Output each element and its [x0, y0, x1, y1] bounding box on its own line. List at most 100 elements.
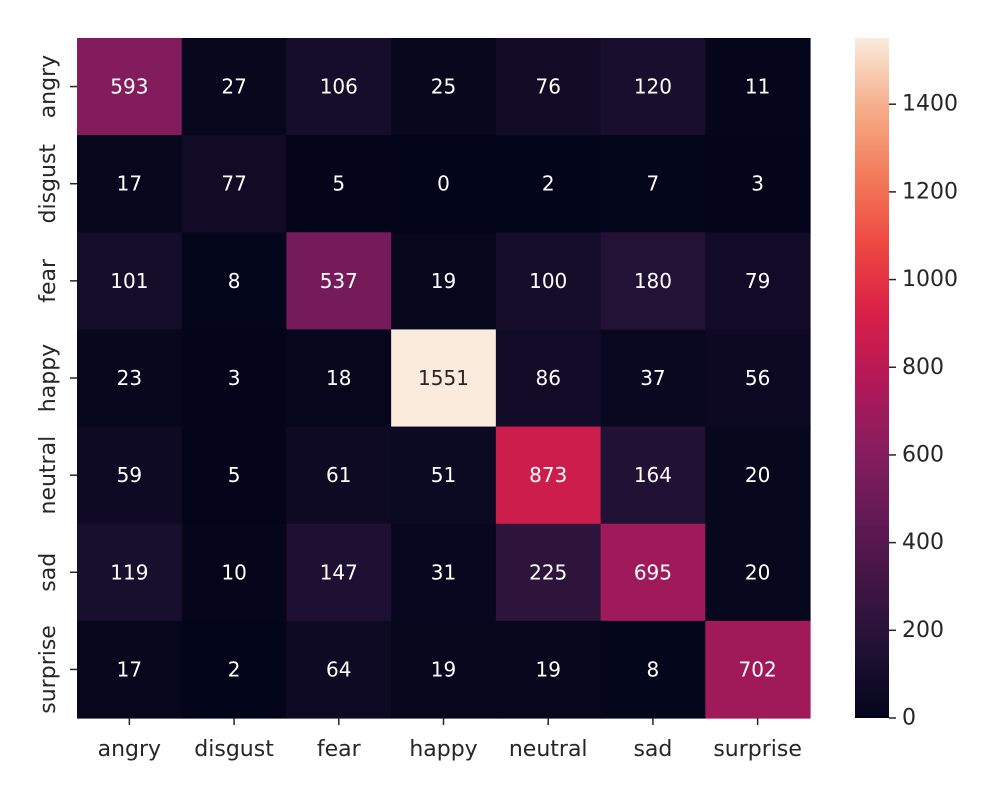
cell-value-fear-disgust: 8 [228, 269, 241, 293]
cell-value-neutral-disgust: 5 [228, 463, 241, 487]
heatmap-cell-disgust-angry [77, 135, 183, 233]
colorbar-tick-label-1200: 1200 [902, 179, 958, 204]
heatmap-cell-angry-sad [600, 38, 706, 136]
x-tick-label-sad: sad [633, 737, 672, 762]
cell-value-happy-surprise: 56 [745, 366, 770, 390]
heatmap-cell-disgust-neutral [495, 135, 602, 233]
heatmap-cell-happy-happy [391, 329, 497, 428]
cell-value-surprise-happy: 19 [431, 657, 456, 681]
cell-value-angry-disgust: 27 [221, 75, 246, 99]
cell-value-happy-neutral: 86 [535, 366, 560, 390]
y-tick-label-surprise: surprise [36, 625, 61, 714]
y-tick-label-fear: fear [36, 258, 61, 303]
cell-value-sad-happy: 31 [431, 560, 456, 584]
x-tick-label-disgust: disgust [194, 737, 274, 762]
heatmap-cell-surprise-happy [391, 620, 497, 719]
cell-value-happy-sad: 37 [640, 366, 665, 390]
heatmap-cell-disgust-surprise [705, 135, 811, 233]
heatmap-cell-happy-sad [600, 329, 706, 428]
cell-value-angry-sad: 120 [634, 75, 672, 99]
cell-value-angry-angry: 593 [110, 75, 148, 99]
cell-value-sad-disgust: 10 [221, 560, 246, 584]
heatmap-cell-fear-sad [600, 232, 706, 331]
heatmap-cell-angry-disgust [181, 38, 288, 136]
cell-value-neutral-neutral: 873 [529, 463, 567, 487]
heatmap-cell-sad-fear [286, 523, 392, 622]
heatmap-cell-angry-surprise [705, 38, 811, 136]
cell-value-disgust-sad: 7 [647, 172, 660, 196]
heatmap-cell-disgust-happy [391, 135, 497, 233]
heatmap-cell-neutral-surprise [705, 426, 811, 525]
y-tick-label-angry: angry [36, 55, 61, 118]
heatmap-cell-sad-neutral [495, 523, 602, 622]
heatmap-cell-surprise-neutral [495, 620, 602, 719]
heatmap-cell-sad-happy [391, 523, 497, 622]
cell-value-happy-disgust: 3 [228, 366, 241, 390]
cell-value-fear-sad: 180 [634, 269, 672, 293]
heatmap-cell-happy-neutral [495, 329, 602, 428]
cell-value-sad-neutral: 225 [529, 560, 567, 584]
heatmap-cell-neutral-neutral [495, 426, 602, 525]
cell-value-sad-sad: 695 [634, 560, 672, 584]
heatmap-cell-neutral-angry [77, 426, 183, 525]
heatmap-cell-disgust-fear [286, 135, 392, 233]
cell-value-angry-happy: 25 [431, 75, 456, 99]
heatmap-cell-sad-surprise [705, 523, 811, 622]
heatmap-cell-angry-fear [286, 38, 392, 136]
y-axis: angry disgust fear happy neutral sad surprise [36, 55, 77, 714]
colorbar-tick-label-800: 800 [902, 355, 944, 380]
x-tick-label-neutral: neutral [509, 737, 588, 762]
heatmap-cell-angry-happy [391, 38, 497, 136]
cell-value-sad-angry: 119 [110, 560, 148, 584]
cell-value-disgust-neutral: 2 [542, 172, 555, 196]
heatmap-cell-disgust-disgust [181, 135, 288, 233]
heatmap-cells [77, 38, 811, 719]
heatmap-cell-happy-angry [77, 329, 183, 428]
cell-value-surprise-neutral: 19 [535, 657, 560, 681]
heatmap-cell-neutral-sad [600, 426, 706, 525]
cell-value-sad-fear: 147 [320, 560, 358, 584]
heatmap-cell-angry-neutral [495, 38, 602, 136]
heatmap-cell-fear-surprise [705, 232, 811, 331]
cell-value-happy-angry: 23 [117, 366, 142, 390]
colorbar-tick-label-400: 400 [902, 530, 944, 555]
heatmap-cell-sad-sad [600, 523, 706, 622]
cell-value-disgust-happy: 0 [437, 172, 450, 196]
y-tick-label-neutral: neutral [36, 436, 61, 515]
x-tick-label-angry: angry [98, 737, 161, 762]
heatmap-cell-neutral-fear [286, 426, 392, 525]
colorbar-gradient [855, 38, 889, 718]
x-tick-label-happy: happy [409, 737, 477, 762]
heatmap-cell-disgust-sad [600, 135, 706, 233]
x-axis: angry disgust fear happy neutral sad surprise [98, 718, 802, 762]
heatmap-cell-fear-disgust [181, 232, 288, 331]
heatmap-cell-happy-disgust [181, 329, 288, 428]
cell-value-angry-surprise: 11 [745, 75, 770, 99]
heatmap-cell-surprise-disgust [181, 620, 288, 719]
cell-value-angry-fear: 106 [320, 75, 358, 99]
cell-value-neutral-sad: 164 [634, 463, 672, 487]
cell-value-surprise-surprise: 702 [739, 657, 777, 681]
heatmap-cell-fear-neutral [495, 232, 602, 331]
cell-value-happy-happy: 1551 [418, 366, 469, 390]
cell-value-angry-neutral: 76 [535, 75, 560, 99]
colorbar-tick-label-200: 200 [902, 618, 944, 643]
y-tick-label-happy: happy [36, 344, 61, 412]
cell-value-surprise-sad: 8 [647, 657, 660, 681]
heatmap-cell-angry-angry [77, 38, 183, 136]
heatmap-cell-sad-disgust [181, 523, 288, 622]
heatmap-cell-fear-fear [286, 232, 392, 331]
heatmap-cell-sad-angry [77, 523, 183, 622]
cell-value-disgust-angry: 17 [117, 172, 142, 196]
colorbar-tick-label-1400: 1400 [902, 92, 958, 117]
cell-value-neutral-happy: 51 [431, 463, 456, 487]
cell-value-fear-happy: 19 [431, 269, 456, 293]
cell-value-fear-fear: 537 [320, 269, 358, 293]
cell-value-surprise-angry: 17 [117, 657, 142, 681]
heatmap-cell-surprise-angry [77, 620, 183, 719]
heatmap-cell-surprise-surprise [705, 620, 811, 719]
heatmap-cell-fear-angry [77, 232, 183, 331]
cell-value-surprise-disgust: 2 [228, 657, 241, 681]
cell-value-neutral-angry: 59 [117, 463, 142, 487]
